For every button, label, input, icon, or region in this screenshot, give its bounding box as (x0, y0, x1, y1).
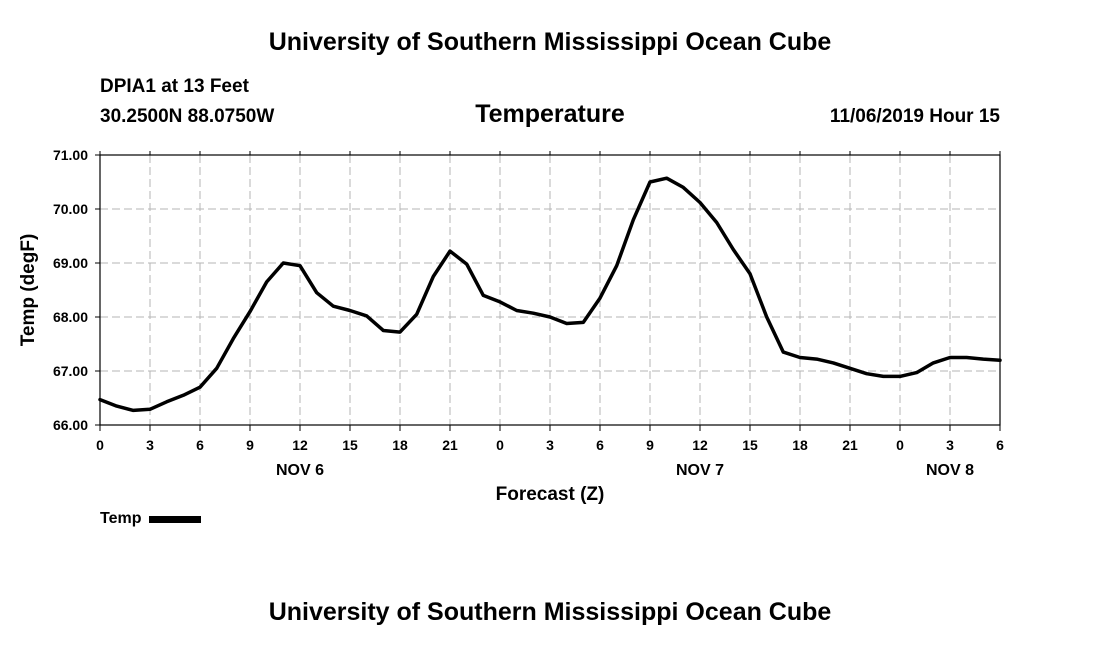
y-tick-label: 68.00 (53, 309, 88, 325)
x-tick-label: 3 (946, 437, 954, 453)
x-day-label: NOV 6 (276, 462, 324, 479)
legend: Temp (100, 510, 202, 528)
x-day-label: NOV 7 (676, 462, 724, 479)
y-tick-label: 71.00 (53, 147, 88, 163)
page-title: University of Southern Mississippi Ocean… (268, 28, 832, 56)
x-tick-label: 6 (996, 437, 1004, 453)
legend-line-swatch (149, 515, 202, 523)
chart-title: Temperature (475, 100, 625, 128)
legend-label: Temp (100, 510, 142, 527)
run-time-label: 11/06/2019 Hour 15 (829, 106, 1000, 127)
x-day-label: NOV 8 (926, 462, 974, 479)
x-tick-label: 3 (546, 437, 554, 453)
x-tick-label: 6 (196, 437, 204, 453)
x-tick-label: 21 (442, 437, 458, 453)
x-tick-label: 9 (646, 437, 654, 453)
x-tick-label: 3 (146, 437, 154, 453)
x-tick-label: 12 (692, 437, 708, 453)
x-tick-label: 21 (842, 437, 858, 453)
coordinates-label: 30.2500N 88.0750W (100, 106, 275, 127)
footer-title: University of Southern Mississippi Ocean… (268, 598, 832, 626)
y-tick-label: 66.00 (53, 417, 88, 433)
x-tick-label: 0 (96, 437, 104, 453)
plot-frame (99, 154, 1001, 426)
x-tick-label: 0 (496, 437, 504, 453)
x-tick-label: 9 (246, 437, 254, 453)
x-axis-title: Forecast (Z) (496, 484, 605, 505)
station-label: DPIA1 at 13 Feet (100, 76, 249, 97)
x-tick-label: 15 (342, 437, 358, 453)
x-tick-label: 15 (742, 437, 758, 453)
y-axis-title: Temp (degF) (18, 234, 39, 347)
series-line-temp (98, 176, 1002, 413)
x-tick-label: 18 (392, 437, 408, 453)
y-tick-label: 67.00 (53, 363, 88, 379)
x-tick-label: 6 (596, 437, 604, 453)
y-tick-label: 70.00 (53, 201, 88, 217)
x-tick-label: 18 (792, 437, 808, 453)
y-tick-label: 69.00 (53, 255, 88, 271)
x-tick-label: 12 (292, 437, 308, 453)
x-tick-label: 0 (896, 437, 904, 453)
